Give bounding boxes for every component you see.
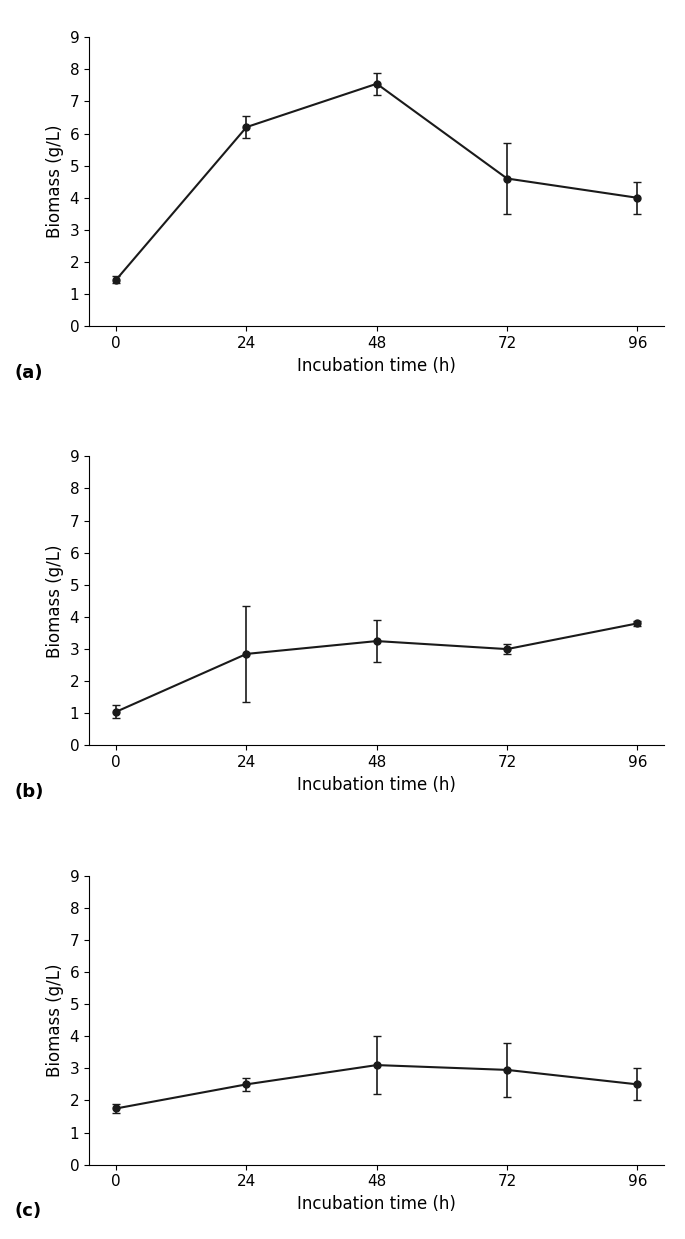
X-axis label: Incubation time (h): Incubation time (h) <box>297 776 456 794</box>
Text: (b): (b) <box>14 783 44 802</box>
X-axis label: Incubation time (h): Incubation time (h) <box>297 357 456 374</box>
Y-axis label: Biomass (g/L): Biomass (g/L) <box>46 125 64 238</box>
Text: (a): (a) <box>14 364 42 382</box>
X-axis label: Incubation time (h): Incubation time (h) <box>297 1194 456 1213</box>
Y-axis label: Biomass (g/L): Biomass (g/L) <box>46 544 64 658</box>
Y-axis label: Biomass (g/L): Biomass (g/L) <box>46 964 64 1077</box>
Text: (c): (c) <box>14 1202 41 1220</box>
